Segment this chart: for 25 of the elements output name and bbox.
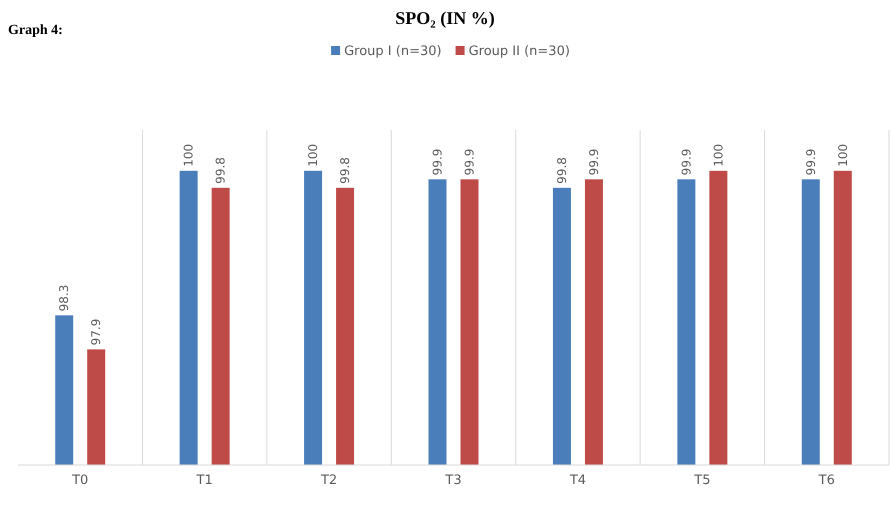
x-tick-label: T5 — [693, 473, 710, 488]
legend-label: Group II (n=30) — [468, 44, 570, 59]
data-label: 99.9 — [586, 148, 601, 176]
x-tick-label: T4 — [568, 473, 586, 488]
legend-label: Group I (n=30) — [344, 44, 442, 59]
data-label: 99.8 — [214, 157, 228, 184]
data-label: 99.8 — [554, 157, 569, 184]
data-label: 98.3 — [57, 284, 72, 312]
data-label: 100 — [306, 144, 320, 167]
x-tick-label: T1 — [196, 473, 213, 488]
x-tick-label: T2 — [320, 473, 338, 488]
chart-title: SPO₂ (IN %) — [395, 8, 495, 28]
data-label: 99.9 — [679, 148, 694, 176]
x-tick-label: T3 — [444, 473, 462, 488]
x-tick-label: T6 — [818, 473, 835, 488]
data-label: 100 — [182, 144, 196, 167]
data-label: 97.9 — [89, 318, 104, 346]
data-label: 99.9 — [804, 148, 818, 176]
data-label: 99.9 — [430, 148, 444, 176]
data-label: 99.9 — [462, 148, 476, 176]
data-label: 100 — [711, 144, 726, 167]
caption: Graph 4: — [8, 23, 63, 38]
data-label: 100 — [836, 144, 850, 167]
x-tick-label: T0 — [71, 473, 88, 488]
data-label: 99.8 — [338, 157, 352, 184]
